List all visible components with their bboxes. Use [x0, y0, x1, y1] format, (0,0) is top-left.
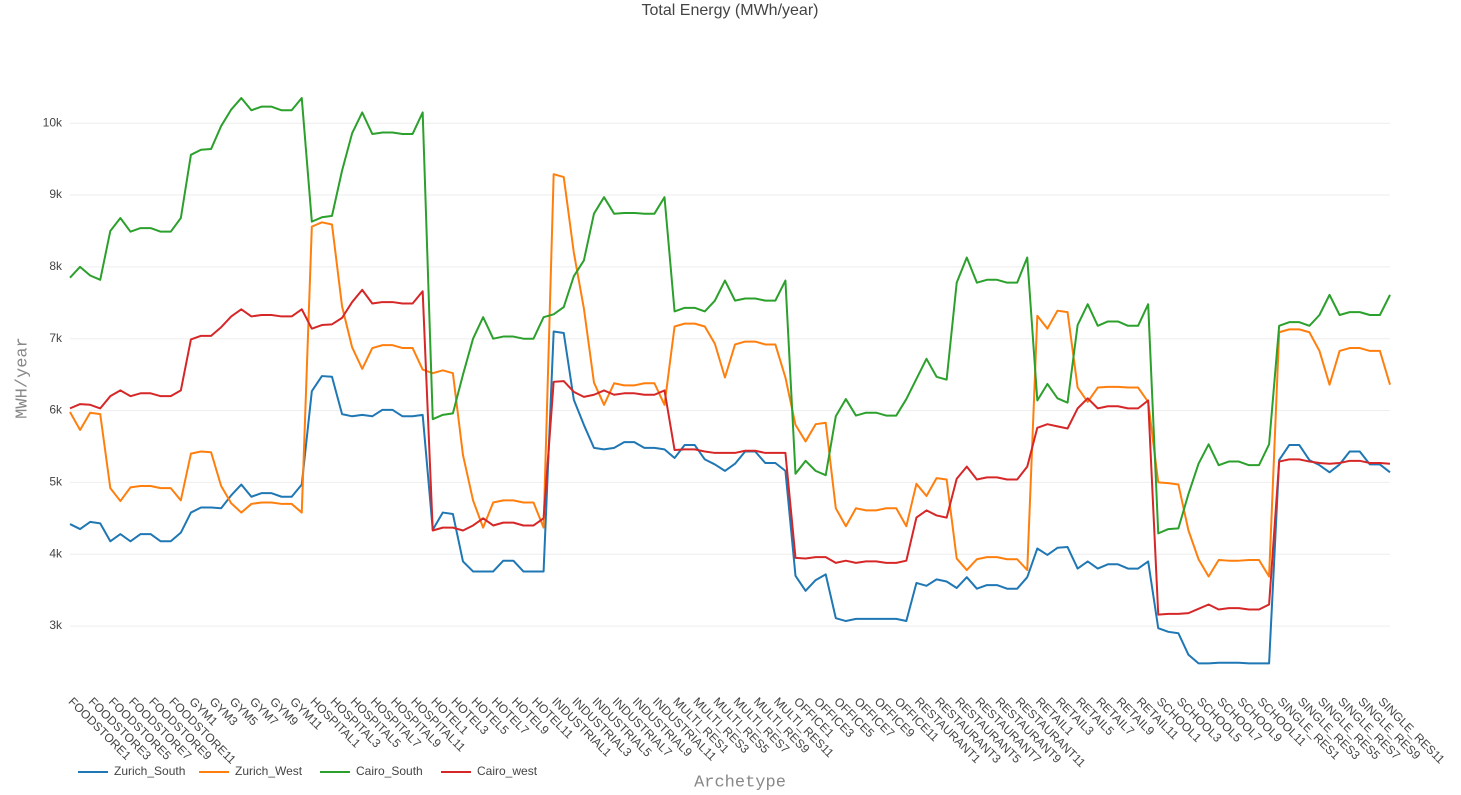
legend-label: Cairo_west	[477, 764, 538, 778]
series-line	[69, 330, 1391, 665]
series-line	[69, 288, 1391, 616]
legend-label: Zurich_South	[114, 764, 185, 778]
x-axis-title: Archetype	[694, 773, 786, 792]
series-line	[69, 97, 1391, 535]
y-axis-title: MWH/year	[13, 337, 32, 419]
y-tick-label: 3k	[49, 618, 63, 632]
legend-label: Zurich_West	[235, 764, 303, 778]
y-tick-label: 7k	[49, 331, 63, 345]
y-tick-label: 8k	[49, 259, 63, 273]
chart-title: Total Energy (MWh/year)	[642, 2, 819, 19]
y-tick-label: 4k	[49, 546, 63, 560]
y-tick-label: 5k	[49, 475, 63, 489]
y-tick-label: 10k	[43, 115, 63, 129]
legend-label: Cairo_South	[356, 764, 423, 778]
y-tick-label: 6k	[49, 403, 63, 417]
y-tick-label: 9k	[49, 187, 63, 201]
series-line	[69, 173, 1391, 578]
